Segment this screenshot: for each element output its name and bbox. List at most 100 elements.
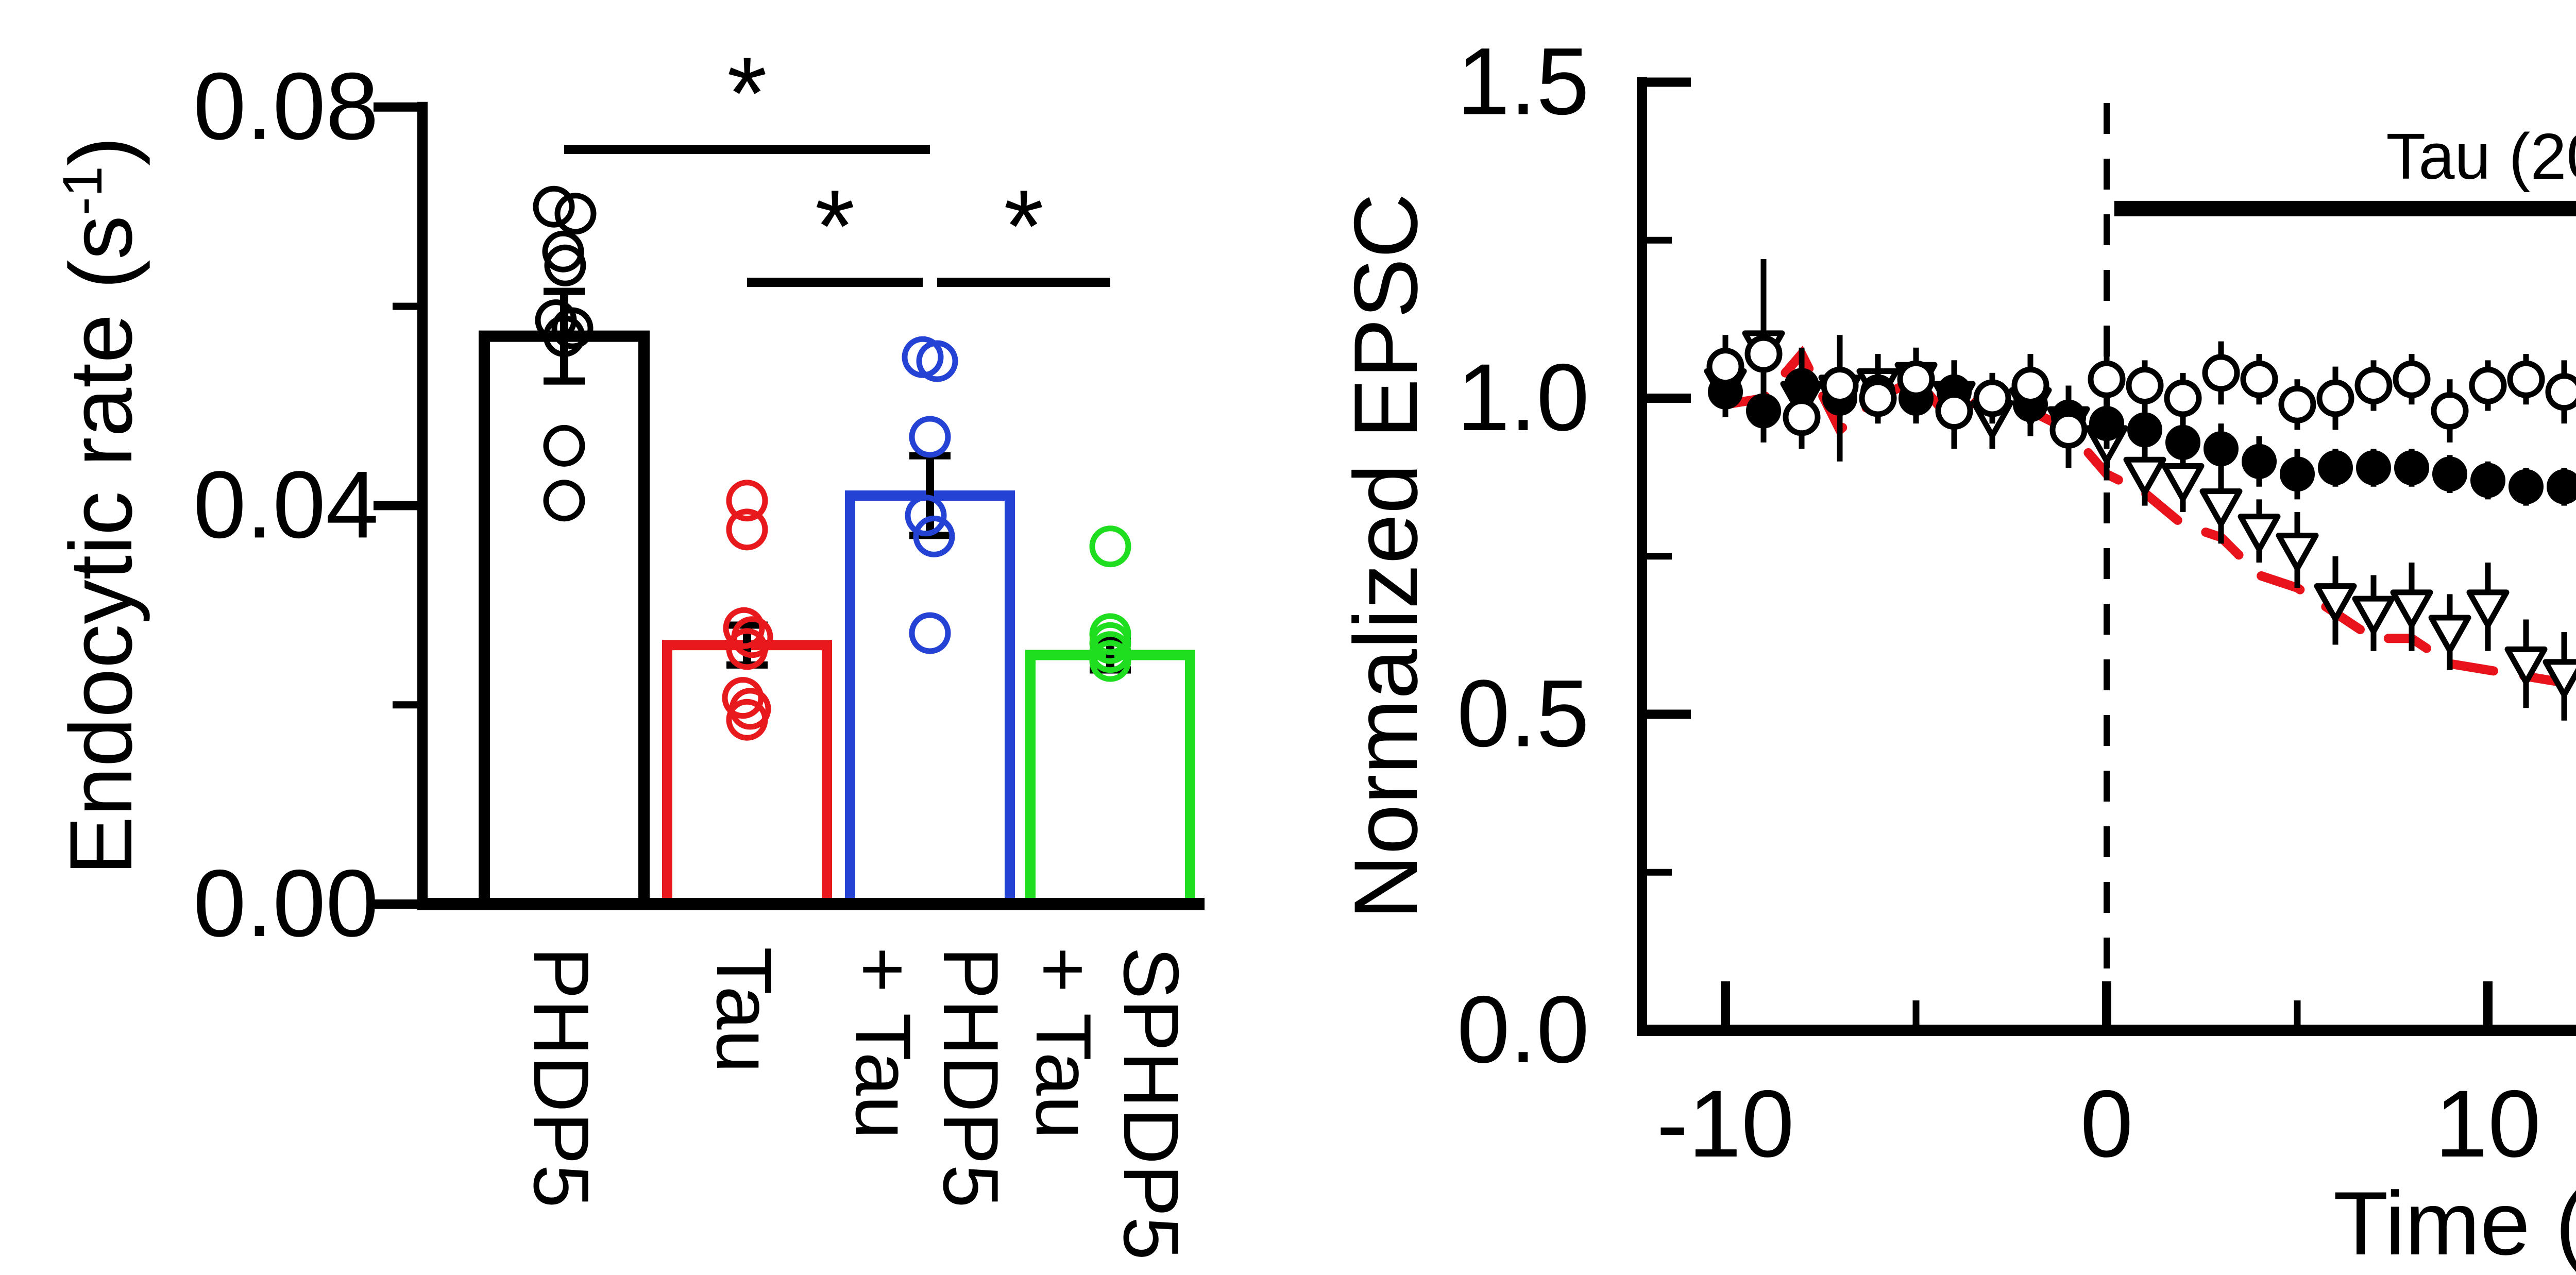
data-point bbox=[533, 185, 575, 228]
data-point bbox=[726, 699, 768, 741]
right-y-tick-label: 0.0 bbox=[1457, 977, 1589, 1083]
filled-circle-marker bbox=[1746, 393, 1781, 429]
filled-circle-marker bbox=[2547, 469, 2576, 504]
data-point bbox=[1089, 525, 1131, 568]
open-circle-marker bbox=[2545, 373, 2576, 411]
data-point bbox=[726, 480, 768, 522]
data-point bbox=[543, 424, 585, 467]
right-x-axis-label: Time (min) bbox=[2333, 1174, 2576, 1274]
filled-circle-marker bbox=[2127, 412, 2162, 448]
open-triangle-marker bbox=[2199, 488, 2243, 528]
open-circle-marker bbox=[1821, 366, 1859, 404]
open-circle-marker bbox=[2507, 360, 2545, 398]
open-circle-marker bbox=[1706, 348, 1744, 386]
open-circle-marker bbox=[2126, 366, 2164, 404]
right-y-tick-label: 1.0 bbox=[1457, 345, 1589, 451]
open-circle-marker bbox=[2469, 366, 2507, 404]
open-circle-marker bbox=[2316, 379, 2354, 417]
data-point bbox=[543, 480, 585, 522]
left-y-tick-label: 0.00 bbox=[193, 851, 379, 957]
filled-circle-marker bbox=[2318, 450, 2353, 485]
open-triangle-marker bbox=[2276, 532, 2319, 571]
data-point bbox=[723, 607, 765, 649]
open-circle-marker bbox=[2011, 366, 2049, 404]
series-phdp5 bbox=[1706, 316, 2576, 468]
filled-circle-marker bbox=[2165, 424, 2200, 460]
epsc-timecourse-chart: 0.00.51.01.5-100102030Time (min)Normaliz… bbox=[1336, 29, 2576, 1274]
open-triangle-marker bbox=[2314, 583, 2357, 622]
open-triangle-marker bbox=[2543, 659, 2576, 698]
open-circle-marker bbox=[2164, 379, 2202, 417]
open-circle-marker bbox=[1859, 379, 1897, 417]
data-point bbox=[544, 244, 586, 286]
open-circle-marker bbox=[2088, 360, 2126, 398]
data-point bbox=[726, 628, 768, 670]
category-label: + Tau bbox=[839, 947, 927, 1139]
endocytic-rate-bar-chart: 0.00 0.04 0.08 Endocytic rate (s-1) * * * PHDP5… bbox=[51, 36, 1205, 1260]
filled-circle-marker bbox=[2280, 456, 2315, 492]
treatment-bar-label: Tau (20 μM) + peptide (1 mM) bbox=[2386, 120, 2576, 193]
open-circle-marker bbox=[2431, 392, 2469, 430]
bar-sphdp5-tau bbox=[1025, 650, 1195, 909]
data-point bbox=[551, 307, 594, 349]
left-y-tick-label: 0.04 bbox=[193, 452, 379, 558]
open-circle-marker bbox=[2202, 354, 2240, 392]
data-point bbox=[726, 508, 768, 551]
filled-circle-marker bbox=[2242, 444, 2277, 479]
data-point bbox=[909, 416, 951, 458]
category-label: PHDP5 bbox=[927, 947, 1014, 1208]
open-circle-marker bbox=[2240, 360, 2278, 398]
open-triangle-marker bbox=[2428, 615, 2471, 654]
filled-circle-marker bbox=[2204, 431, 2239, 467]
open-circle-marker bbox=[2278, 385, 2316, 423]
open-triangle-marker bbox=[2504, 646, 2548, 685]
data-point bbox=[916, 340, 958, 382]
data-point bbox=[1089, 640, 1131, 682]
open-triangle-marker bbox=[2352, 596, 2395, 635]
filled-circle-marker bbox=[2089, 406, 2124, 441]
right-x-tick-label: 10 bbox=[2435, 1071, 2541, 1177]
right-x-tick-label: 0 bbox=[2080, 1071, 2133, 1177]
open-triangle-marker bbox=[2161, 463, 2205, 502]
filled-circle-marker bbox=[2470, 463, 2505, 498]
category-label: + Tau bbox=[1020, 947, 1107, 1139]
data-point bbox=[905, 495, 947, 537]
significance-asterisk: * bbox=[727, 36, 767, 151]
left-y-tick-label: 0.08 bbox=[193, 54, 379, 160]
right-x-tick-label: -10 bbox=[1656, 1071, 1794, 1177]
open-triangle-marker bbox=[2238, 514, 2281, 553]
category-label: PHDP5 bbox=[517, 947, 605, 1208]
filled-circle-marker bbox=[2509, 469, 2544, 504]
open-circle-marker bbox=[1973, 379, 2011, 417]
data-point bbox=[913, 515, 955, 557]
bar-tau bbox=[662, 640, 832, 910]
left-y-axis-label: Endocytic rate (s-1) bbox=[51, 137, 150, 875]
category-label: Tau bbox=[700, 947, 788, 1073]
significance-asterisk: * bbox=[815, 169, 855, 284]
right-y-tick-label: 0.5 bbox=[1457, 661, 1589, 767]
open-circle-marker bbox=[1935, 392, 1973, 430]
right-y-axis-label: Normalized EPSC bbox=[1336, 193, 1436, 920]
open-circle-marker bbox=[1744, 335, 1783, 373]
open-triangle-marker bbox=[2123, 456, 2166, 496]
open-triangle-marker bbox=[2466, 589, 2510, 628]
open-circle-marker bbox=[1897, 360, 1935, 398]
right-y-tick-label: 1.5 bbox=[1457, 29, 1589, 135]
open-circle-marker bbox=[1783, 398, 1821, 436]
open-circle-marker bbox=[2393, 360, 2431, 398]
bar-phdp5 bbox=[479, 330, 650, 910]
open-circle-marker bbox=[2049, 411, 2088, 449]
filled-circle-marker bbox=[2356, 450, 2391, 485]
open-circle-marker bbox=[2354, 366, 2393, 404]
filled-circle-marker bbox=[2432, 456, 2467, 492]
data-point bbox=[542, 230, 584, 273]
significance-asterisk: * bbox=[1004, 169, 1044, 284]
filled-circle-marker bbox=[2394, 450, 2429, 485]
open-triangle-marker bbox=[2390, 589, 2433, 628]
data-point bbox=[554, 193, 597, 235]
data-point bbox=[909, 612, 951, 654]
data-point bbox=[543, 315, 585, 358]
category-label: SPHDP5 bbox=[1107, 947, 1195, 1260]
